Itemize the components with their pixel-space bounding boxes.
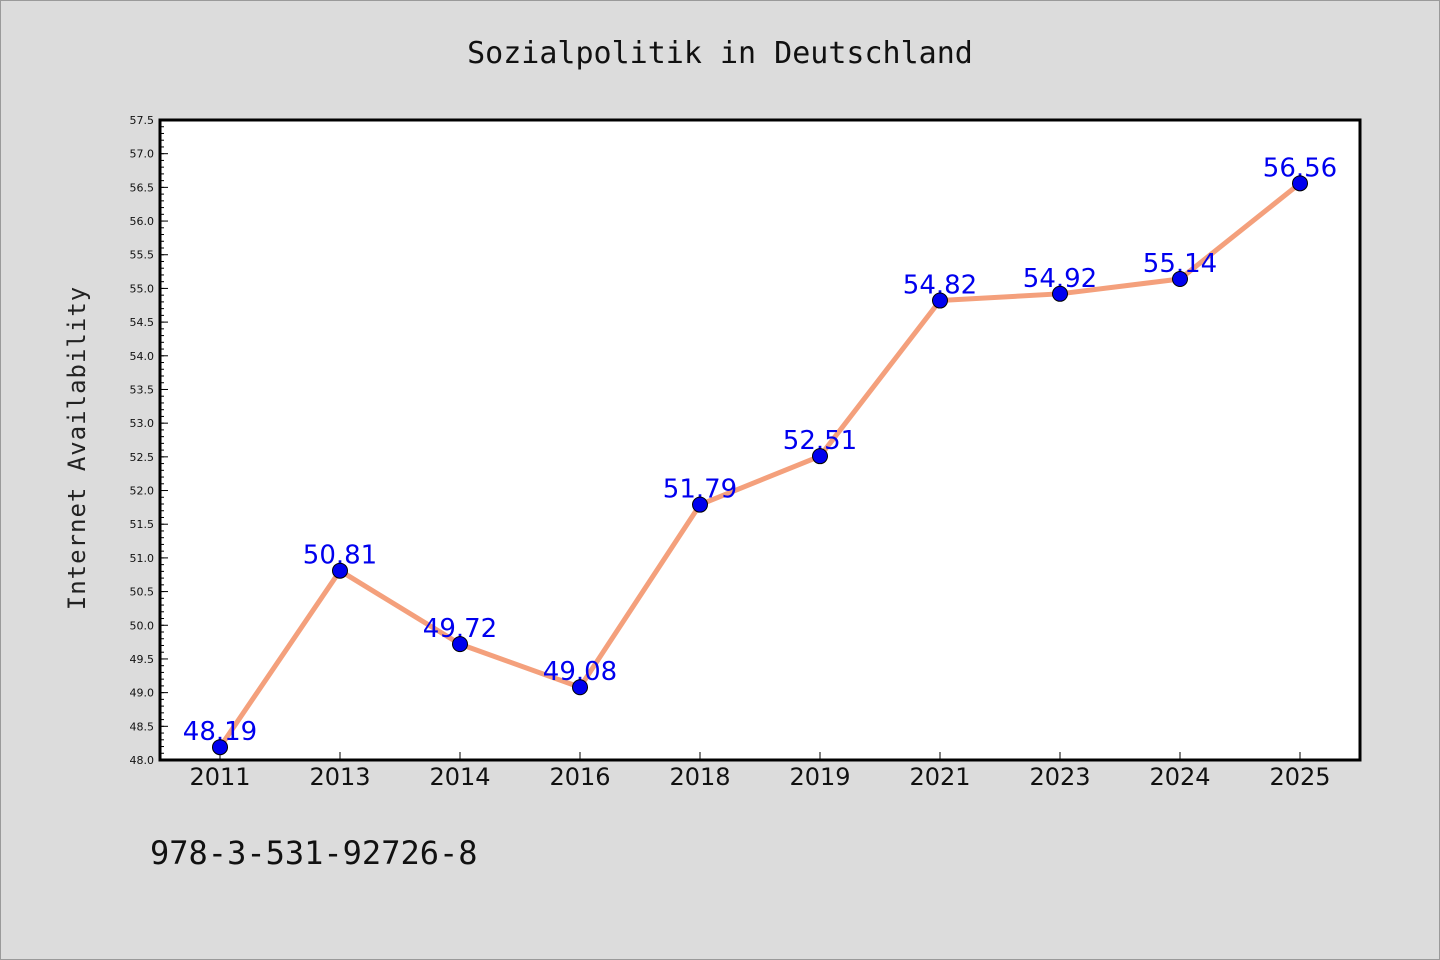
data-point [212, 739, 228, 756]
data-point [572, 679, 588, 696]
y-tick-label: 54.0 [130, 350, 155, 363]
y-tick-label: 48.0 [130, 754, 155, 767]
x-tick-label: 2011 [189, 763, 250, 791]
x-tick-label: 2025 [1269, 763, 1330, 791]
y-tick-label: 52.0 [130, 485, 155, 498]
y-tick-label: 56.5 [130, 181, 155, 194]
data-point [932, 292, 948, 309]
data-point [692, 496, 708, 513]
y-tick-label: 55.0 [130, 282, 155, 295]
y-tick-label: 51.5 [130, 518, 155, 531]
y-tick-label: 48.5 [130, 720, 155, 733]
x-tick-label: 2021 [909, 763, 970, 791]
x-tick-label: 2019 [789, 763, 850, 791]
y-tick-label: 56.0 [130, 215, 155, 228]
data-point [1052, 285, 1068, 302]
x-tick-label: 2014 [429, 763, 490, 791]
y-tick-label: 50.0 [130, 619, 155, 632]
data-point [812, 448, 828, 465]
x-tick-label: 2013 [309, 763, 370, 791]
y-tick-label: 54.5 [130, 316, 155, 329]
isbn-text: 978-3-531-92726-8 [150, 834, 478, 872]
y-axis-label: Internet Availability [63, 286, 91, 610]
data-point [1172, 270, 1188, 287]
data-point [1292, 175, 1308, 192]
y-axis-ticks: 48.0 48.5 49.0 49.5 50.0 50.5 51.0 51.5 52.0 52.5… [130, 114, 168, 767]
y-tick-label: 53.5 [130, 383, 155, 396]
y-tick-label: 53.0 [130, 417, 155, 430]
y-tick-label: 49.0 [130, 687, 155, 700]
y-tick-label: 50.5 [130, 586, 155, 599]
chart-title: Sozialpolitik in Deutschland [467, 36, 973, 71]
series-line [217, 180, 1303, 750]
data-point [332, 562, 348, 579]
plot-area [158, 118, 1362, 762]
x-axis-ticks: 2011 2013 2014 2016 2018 2019 2021 2023 2024 2025 [189, 752, 1331, 791]
x-tick-label: 2023 [1029, 763, 1090, 791]
series-line-group [217, 180, 1303, 750]
y-tick-label: 52.5 [130, 451, 155, 464]
y-tick-label: 51.0 [130, 552, 155, 565]
y-tick-label: 57.5 [130, 114, 155, 127]
x-tick-label: 2018 [669, 763, 730, 791]
data-point-markers [212, 175, 1308, 756]
y-tick-label: 55.5 [130, 249, 155, 262]
data-point [452, 636, 468, 653]
y-tick-label: 57.0 [130, 148, 155, 161]
x-tick-label: 2024 [1149, 763, 1210, 791]
x-tick-label: 2016 [549, 763, 610, 791]
y-tick-label: 49.5 [130, 653, 155, 666]
